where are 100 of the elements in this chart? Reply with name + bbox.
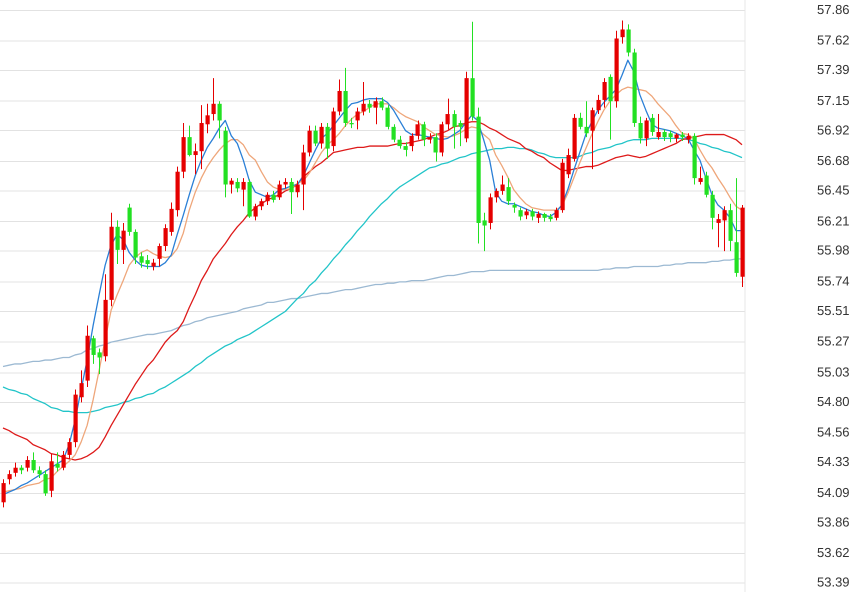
candlestick: [482, 212, 487, 252]
candlestick: [254, 203, 258, 221]
candlestick: [80, 370, 84, 403]
candlestick: [644, 117, 649, 147]
candlestick: [320, 122, 324, 150]
candlestick: [416, 120, 420, 140]
candlestick: [602, 78, 607, 108]
candlestick: [434, 132, 438, 162]
candlestick: [716, 213, 721, 248]
candlestick: [68, 438, 72, 460]
y-tick-label: 53.62: [817, 545, 850, 560]
candlestick: [122, 222, 126, 264]
candlestick: [638, 116, 643, 144]
y-tick-label: 55.51: [817, 302, 850, 318]
y-tick-label: 56.21: [817, 213, 850, 228]
candlestick: [188, 125, 192, 157]
y-tick-label: 56.45: [817, 182, 850, 198]
y-tick-label: 55.98: [817, 242, 850, 258]
candlestick: [500, 175, 505, 196]
candlestick: [62, 450, 66, 471]
candlestick: [158, 242, 162, 268]
candlestick: [164, 224, 168, 252]
candlestick: [374, 96, 378, 125]
candlestick: [536, 210, 541, 224]
candlestick: [356, 107, 360, 130]
candlestick: [284, 178, 288, 189]
candlestick: [704, 171, 709, 198]
candlestick: [650, 114, 655, 136]
candlestick: [2, 478, 6, 508]
candlestick: [584, 100, 589, 138]
candlestick: [326, 122, 330, 160]
candlestick: [386, 104, 390, 130]
candlestick: [596, 94, 601, 115]
candlestick: [32, 452, 36, 474]
candlestick: [236, 178, 240, 193]
candlestick: [554, 207, 559, 221]
y-tick-label: 53.39: [817, 574, 850, 590]
candlestick: [452, 110, 457, 150]
candlestick: [518, 207, 523, 221]
y-tick-label: 57.86: [817, 2, 850, 17]
y-tick-label: 54.09: [817, 484, 850, 500]
candlestick: [14, 462, 18, 478]
y-tick-label: 56.68: [817, 153, 850, 168]
candlestick: [530, 208, 535, 221]
candlestick: [698, 166, 703, 186]
candlestick: [152, 258, 156, 271]
candlestick: [206, 103, 210, 134]
candlestick: [92, 335, 96, 364]
candlestick: [116, 220, 120, 264]
candlestick: [512, 202, 517, 214]
candlestick: [626, 24, 631, 57]
candlestick: [662, 128, 667, 142]
candlestick: [566, 148, 571, 179]
candlestick: [410, 132, 414, 152]
candlestick: [404, 142, 408, 157]
candlestick: [578, 112, 583, 130]
candlestick: [98, 348, 102, 375]
y-tick-label: 55.74: [817, 273, 850, 288]
candlestick: [380, 96, 384, 111]
candlestick: [296, 180, 300, 198]
candlestick: [272, 190, 276, 203]
y-tick-label: 57.39: [817, 62, 850, 78]
candlestick: [506, 178, 511, 206]
candlestick: [656, 114, 661, 140]
candlestick: [26, 456, 30, 472]
candlestick: [212, 78, 216, 121]
candlestick: [44, 470, 48, 496]
candlestick: [314, 125, 318, 147]
candlestick: [590, 107, 595, 170]
candlestick: [242, 178, 246, 207]
candlestick: [620, 20, 625, 44]
candlestick: [308, 125, 312, 157]
candlestick: [8, 470, 12, 485]
y-tick-label: 56.92: [817, 122, 850, 138]
candlestick: [170, 202, 174, 236]
candlestick: [392, 124, 396, 143]
candlestick: [290, 178, 294, 214]
candlestick: [218, 100, 222, 139]
candlestick: [194, 143, 198, 175]
candlestick: [278, 180, 282, 200]
candlestick: [260, 198, 264, 211]
y-tick-label: 57.15: [817, 92, 850, 108]
candlestick: [350, 117, 354, 129]
candlestick: [146, 254, 150, 270]
candlestick: [494, 188, 499, 203]
candlestick: [362, 82, 366, 116]
candlestick: [230, 178, 234, 194]
y-tick-label: 55.27: [817, 334, 850, 349]
candlestick: [458, 120, 463, 147]
candlestick: [428, 132, 432, 144]
y-tick-label: 57.62: [817, 32, 850, 48]
candlestick: [422, 121, 426, 147]
y-tick-label: 53.86: [817, 514, 850, 530]
candlestick: [446, 98, 450, 130]
y-tick-label: 55.03: [817, 364, 850, 380]
candlestick: [722, 206, 727, 252]
y-tick-label: 54.33: [817, 454, 850, 470]
y-tick-label: 54.56: [817, 424, 850, 440]
candlestick: [710, 190, 715, 230]
candlestick: [524, 208, 529, 220]
